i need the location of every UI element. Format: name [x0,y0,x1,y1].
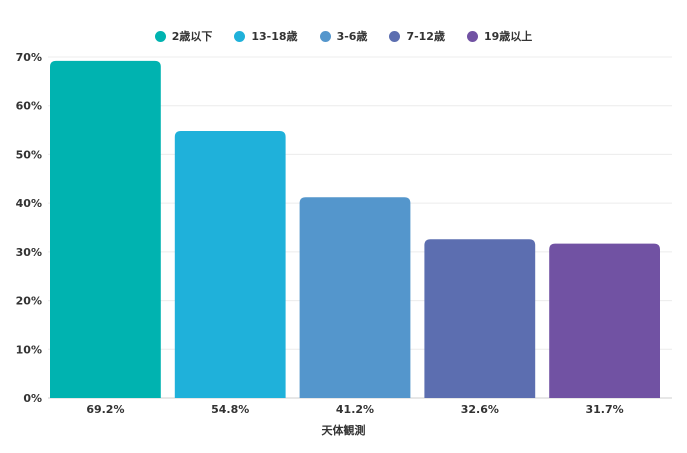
bar [50,60,161,398]
legend-label: 2歳以下 [171,30,213,43]
legend: 2歳以下 13-18歳 3-6歳 7-12歳 19歳以上 [0,28,687,44]
legend-label: 19歳以上 [483,30,533,43]
x-axis-title: 天体観測 [321,424,366,437]
legend-item[interactable]: 7-12歳 [389,28,445,44]
y-tick-label: 70% [16,51,42,64]
legend-swatch [234,30,246,42]
bar-value-label: 69.2% [86,403,124,416]
legend-swatch [319,30,331,42]
bar-value-label: 41.2% [336,403,374,416]
y-tick-label: 50% [16,148,42,161]
legend-item[interactable]: 3-6歳 [319,28,368,44]
legend-label: 3-6歳 [336,30,368,43]
y-tick-label: 30% [16,246,42,259]
bar [174,131,286,398]
legend-swatch [466,30,478,42]
legend-swatch [154,30,166,42]
legend-item[interactable]: 13-18歳 [234,28,298,44]
bar-value-label: 32.6% [461,403,499,416]
legend-label: 7-12歳 [406,30,445,43]
bar [299,197,411,398]
bar [549,243,660,398]
legend-item[interactable]: 2歳以下 [154,28,213,44]
legend-item[interactable]: 19歳以上 [466,28,533,44]
y-tick-label: 40% [16,197,42,210]
y-tick-label: 60% [16,100,42,113]
y-tick-label: 20% [16,295,42,308]
bar-value-label: 31.7% [586,403,624,416]
y-tick-label: 0% [23,392,42,405]
legend-swatch [389,30,401,42]
y-tick-label: 10% [16,343,42,356]
bar [424,239,536,398]
legend-label: 13-18歳 [251,30,298,43]
bar-value-label: 54.8% [211,403,249,416]
